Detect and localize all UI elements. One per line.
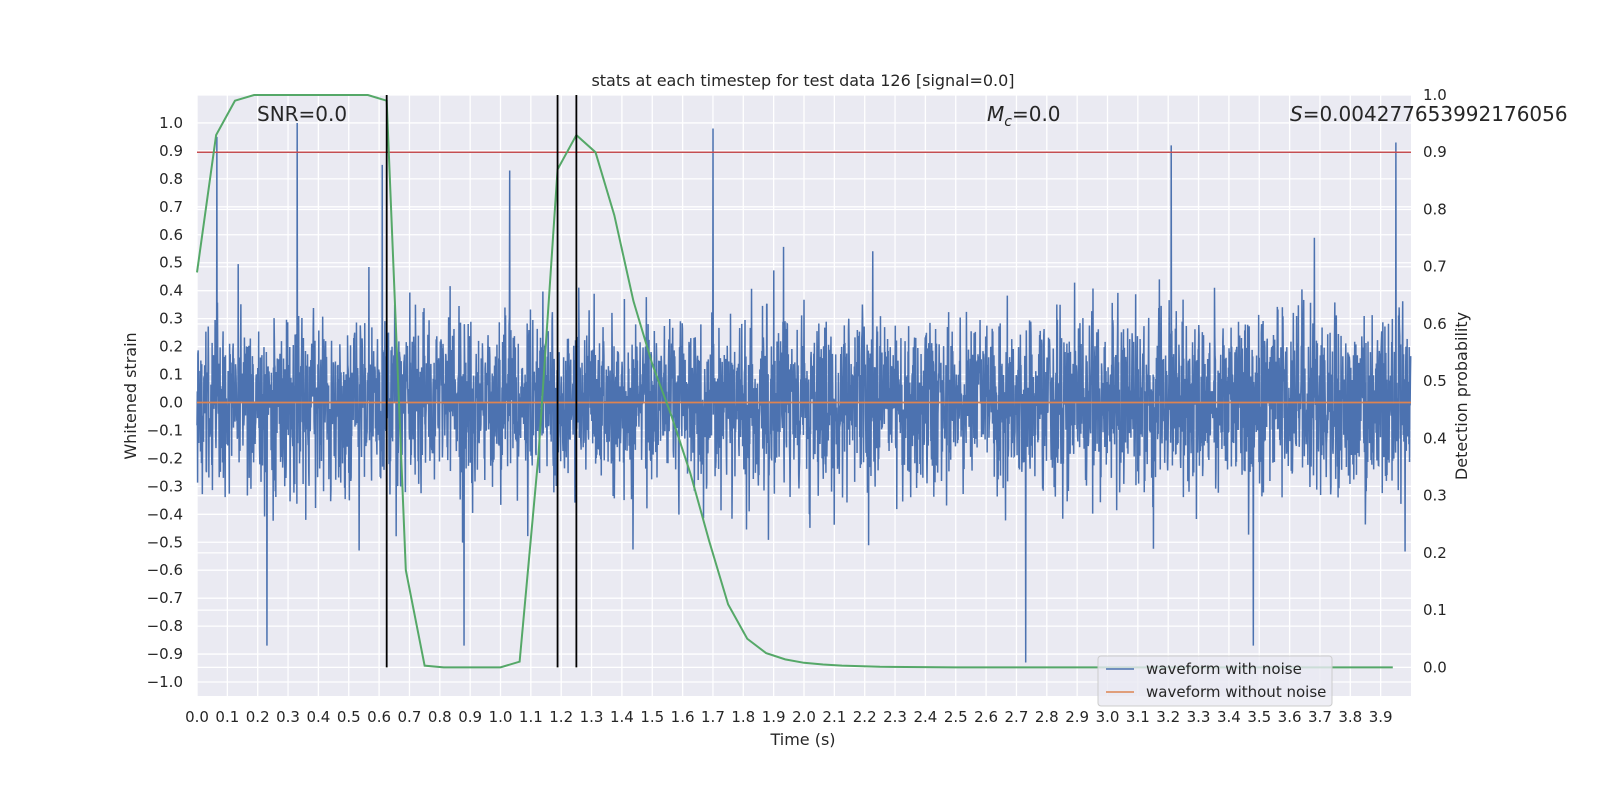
x-tick-label: 1.6 bbox=[671, 708, 695, 726]
y-tick-label: −0.2 bbox=[147, 449, 183, 467]
y2-tick-labels: 1.0 0.9 0.8 0.7 0.6 0.5 0.4 0.3 0.2 0.1 0.0 bbox=[1423, 86, 1447, 676]
x-tick-label: 1.2 bbox=[549, 708, 573, 726]
x-tick-label: 1.1 bbox=[519, 708, 543, 726]
annotation-snr: SNR=0.0 bbox=[257, 102, 347, 126]
x-tick-label: 3.1 bbox=[1126, 708, 1150, 726]
y2-tick-label: 0.2 bbox=[1423, 544, 1447, 562]
x-tick-label: 2.9 bbox=[1065, 708, 1089, 726]
x-tick-label: 0.5 bbox=[337, 708, 361, 726]
y2-tick-label: 0.9 bbox=[1423, 143, 1447, 161]
y2-tick-label: 0.1 bbox=[1423, 601, 1447, 619]
x-tick-label: 2.3 bbox=[883, 708, 907, 726]
x-tick-label: 0.0 bbox=[185, 708, 209, 726]
x-tick-label: 3.7 bbox=[1308, 708, 1332, 726]
x-tick-label: 3.3 bbox=[1187, 708, 1211, 726]
y2-tick-label: 0.5 bbox=[1423, 372, 1447, 390]
legend-box bbox=[1097, 655, 1333, 707]
y2-tick-label: 0.4 bbox=[1423, 429, 1447, 447]
y2-tick-label: 0.6 bbox=[1423, 315, 1447, 333]
x-tick-label: 1.0 bbox=[489, 708, 513, 726]
legend-label-clean: waveform without noise bbox=[1146, 683, 1326, 701]
annotation-s-value: =0.004277653992176056 bbox=[1303, 102, 1568, 126]
y-tick-label: 0.9 bbox=[159, 142, 183, 160]
series-waveform-with-noise bbox=[196, 122, 1412, 663]
line-detection-probability bbox=[196, 94, 1393, 669]
y-tick-label: 0.2 bbox=[159, 338, 183, 356]
x-tick-label: 1.8 bbox=[731, 708, 755, 726]
x-axis-label: Time (s) bbox=[769, 730, 835, 749]
x-tick-label: 2.8 bbox=[1035, 708, 1059, 726]
y-tick-label: −0.5 bbox=[147, 533, 183, 551]
x-tick-label: 0.6 bbox=[367, 708, 391, 726]
line-waveform-with-noise bbox=[196, 122, 1412, 663]
x-tick-label: 2.6 bbox=[974, 708, 998, 726]
x-tick-label: 0.4 bbox=[306, 708, 330, 726]
x-tick-label: 3.9 bbox=[1369, 708, 1393, 726]
annotation-mc-symbol: M bbox=[987, 102, 1004, 126]
y-tick-label: −0.7 bbox=[147, 589, 183, 607]
annotation-mc: Mc=0.0 bbox=[987, 102, 1061, 130]
y2-tick-label: 0.3 bbox=[1423, 487, 1447, 505]
legend-label-noise: waveform with noise bbox=[1146, 660, 1302, 678]
x-tick-label: 2.5 bbox=[944, 708, 968, 726]
x-tick-label: 2.2 bbox=[853, 708, 877, 726]
x-tick-label: 1.3 bbox=[580, 708, 604, 726]
annotation-s: S=0.004277653992176056 bbox=[1290, 102, 1568, 126]
y2-tick-label: 0.0 bbox=[1423, 658, 1447, 676]
y-tick-labels: 1.0 0.9 0.8 0.7 0.6 0.5 0.4 0.3 0.2 0.1 0.0 −0.1 −0.… bbox=[147, 114, 183, 691]
x-tick-label: 2.4 bbox=[913, 708, 937, 726]
y-tick-label: −0.4 bbox=[147, 505, 183, 523]
y2-tick-label: 0.8 bbox=[1423, 200, 1447, 218]
y-tick-label: −0.8 bbox=[147, 617, 183, 635]
x-tick-label: 2.7 bbox=[1005, 708, 1029, 726]
y2-axis-label: Detection probability bbox=[1452, 312, 1471, 480]
y2-tick-label: 0.7 bbox=[1423, 258, 1447, 276]
detection-overlay bbox=[196, 94, 1411, 669]
y-tick-label: 0.7 bbox=[159, 198, 183, 216]
x-tick-label: 1.5 bbox=[640, 708, 664, 726]
y-tick-label: 0.0 bbox=[159, 393, 183, 411]
y-tick-label: 1.0 bbox=[159, 114, 183, 132]
x-tick-label: 2.0 bbox=[792, 708, 816, 726]
x-tick-label: 0.7 bbox=[398, 708, 422, 726]
x-tick-label: 0.8 bbox=[428, 708, 452, 726]
y-tick-label: −0.1 bbox=[147, 421, 183, 439]
annotation-mc-sub: c bbox=[1004, 114, 1012, 130]
x-tick-label: 3.5 bbox=[1247, 708, 1271, 726]
x-tick-label: 3.2 bbox=[1156, 708, 1180, 726]
y-axis-label: Whitened strain bbox=[121, 332, 140, 459]
y-tick-label: 0.4 bbox=[159, 282, 183, 300]
x-tick-label: 3.4 bbox=[1217, 708, 1241, 726]
x-tick-label: 3.8 bbox=[1338, 708, 1362, 726]
y-tick-label: 0.5 bbox=[159, 254, 183, 272]
x-tick-label: 1.7 bbox=[701, 708, 725, 726]
x-tick-label: 1.9 bbox=[762, 708, 786, 726]
y-tick-label: −0.3 bbox=[147, 477, 183, 495]
x-tick-label: 0.9 bbox=[458, 708, 482, 726]
x-tick-labels: 0.0 0.1 0.2 0.3 0.4 0.5 0.6 0.7 0.8 0.9 1.0 1.1 1.2 1… bbox=[185, 708, 1393, 726]
y-tick-label: 0.3 bbox=[159, 310, 183, 328]
legend: waveform with noise waveform without noi… bbox=[1097, 655, 1333, 707]
x-tick-label: 3.6 bbox=[1278, 708, 1302, 726]
y-tick-label: −1.0 bbox=[147, 673, 183, 691]
annotation-s-symbol: S bbox=[1290, 102, 1303, 126]
x-tick-label: 1.4 bbox=[610, 708, 634, 726]
x-tick-label: 2.1 bbox=[822, 708, 846, 726]
x-tick-label: 0.1 bbox=[215, 708, 239, 726]
y-tick-label: −0.9 bbox=[147, 645, 183, 663]
chart-title: stats at each timestep for test data 126… bbox=[591, 71, 1014, 90]
y2-tick-label: 1.0 bbox=[1423, 86, 1447, 104]
x-tick-label: 3.0 bbox=[1096, 708, 1120, 726]
y-tick-label: 0.8 bbox=[159, 170, 183, 188]
x-tick-label: 0.3 bbox=[276, 708, 300, 726]
y-tick-label: 0.6 bbox=[159, 226, 183, 244]
y-tick-label: 0.1 bbox=[159, 366, 183, 384]
annotation-mc-value: =0.0 bbox=[1012, 102, 1061, 126]
y-tick-label: −0.6 bbox=[147, 561, 183, 579]
x-tick-label: 0.2 bbox=[246, 708, 270, 726]
